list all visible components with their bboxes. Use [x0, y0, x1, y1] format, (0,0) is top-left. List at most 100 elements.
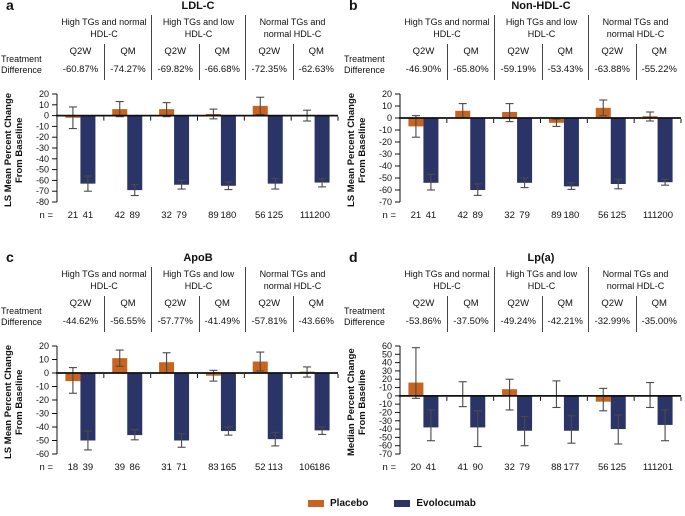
dose-label: Q2W [601, 298, 624, 309]
n-row-label: n = [383, 210, 397, 221]
dose-label: QM [292, 296, 340, 312]
dose-label: Q2W [164, 298, 187, 309]
y-tick-label: -20 [379, 137, 392, 147]
n-value: 89 [208, 210, 219, 221]
subgroup-label: High TGs and normal HDL-C [404, 269, 490, 291]
panel-a: a LDL-C High TGs and normal HDL-C Q2W QM -60.… [0, 0, 342, 245]
n-value: 20 [411, 462, 422, 473]
n-value: 200 [314, 210, 330, 221]
subgroup-1: High TGs and normal HDL-C Q2W QM -44.62% -56… [57, 267, 151, 332]
treatment-difference-value: -32.99% [594, 316, 630, 327]
treatment-difference-value: -69.82% [157, 64, 193, 75]
treatment-difference-label: Treatment Difference [1, 54, 42, 75]
legend-label-evolocumab: Evolocumab [416, 498, 476, 509]
n-value: 71 [176, 462, 187, 473]
n-value: 21 [68, 210, 79, 221]
n-value: 32 [504, 462, 515, 473]
subgroup-label: High TGs and low HDL-C [505, 17, 578, 39]
evolocumab-bar [314, 115, 330, 183]
y-tick-label: 50 [382, 349, 392, 359]
n-value: 180 [220, 210, 236, 221]
evolocumab-swatch [394, 500, 411, 507]
subgroup-label: High TGs and normal HDL-C [61, 17, 147, 39]
n-value: 79 [519, 462, 530, 473]
chart-area: 20 10 0 -10 -20 -30 -40 -50 -60 n = 18 39 39 86 31 71 83… [0, 334, 342, 487]
treatment-difference-value: -57.81% [251, 316, 287, 327]
evolocumab-bar [563, 118, 579, 187]
dose-label: Q2W [69, 298, 92, 309]
y-tick-label: 10 [382, 101, 392, 111]
y-tick-label: -50 [36, 165, 49, 175]
n-value: 39 [114, 462, 125, 473]
dose-label: Q2W [69, 46, 92, 57]
y-tick-label: 0 [44, 368, 49, 378]
subgroup-label: High TGs and normal HDL-C [61, 269, 147, 291]
panel-letter: c [6, 249, 14, 265]
dose-label: Q2W [412, 46, 435, 57]
n-value: 18 [68, 462, 79, 473]
y-tick-label: 20 [382, 374, 392, 384]
evolocumab-bar [657, 118, 673, 183]
dose-label: QM [635, 296, 683, 312]
y-tick-label: -40 [379, 161, 392, 171]
dose-grid: Q2W QM -60.87% -74.27% [57, 44, 151, 80]
placebo-swatch [308, 500, 324, 507]
evolocumab-bar [314, 373, 330, 431]
y-tick-label: -10 [36, 382, 49, 392]
y-tick-label: 0 [387, 391, 392, 401]
legend-item-placebo: Placebo [308, 498, 368, 509]
evolocumab-bar [127, 115, 143, 191]
y-tick-label: -70 [379, 197, 392, 207]
n-value: 56 [598, 462, 609, 473]
subgroup-3: Normal TGs and normal HDL-C Q2W QM -63.88% -… [588, 15, 682, 80]
y-tick-label: 60 [382, 341, 392, 351]
y-tick-label: -80 [36, 197, 49, 207]
treatment-difference-value: -37.50% [447, 312, 494, 332]
dose-grid: Q2W QM -57.77% -41.49% [152, 296, 245, 332]
legend-label-placebo: Placebo [330, 498, 369, 509]
subgroup-label: Normal TGs and normal HDL-C [259, 269, 326, 291]
subgroup-label: High TGs and normal HDL-C [404, 17, 490, 39]
evolocumab-bar [517, 118, 533, 183]
y-tick-label: -30 [36, 143, 49, 153]
subgroup-1: High TGs and normal HDL-C Q2W QM -46.90% -65… [400, 15, 494, 80]
y-tick-label: 10 [39, 355, 49, 365]
subgroup-3: Normal TGs and normal HDL-C Q2W QM -57.81% -… [245, 267, 339, 332]
y-tick-label: -30 [36, 409, 49, 419]
dose-label: Q2W [601, 46, 624, 57]
evolocumab-bar [470, 118, 486, 190]
treatment-difference-value: -66.68% [198, 60, 246, 80]
n-value: 32 [161, 210, 172, 221]
n-value: 111 [643, 210, 657, 221]
column-header: High TGs and normal HDL-C Q2W QM -53.86% -37… [400, 267, 682, 332]
n-value: 89 [129, 210, 140, 221]
dose-label: QM [104, 44, 151, 60]
treatment-difference-label: Treatment Difference [344, 306, 385, 327]
dose-grid: Q2W QM -63.88% -55.22% [589, 44, 682, 80]
n-value: 200 [657, 210, 673, 221]
subgroup-1: High TGs and normal HDL-C Q2W QM -53.86% -37… [400, 267, 494, 332]
evolocumab-bar [80, 115, 96, 184]
treatment-difference-value: -55.22% [635, 60, 683, 80]
n-value: 180 [563, 210, 579, 221]
y-tick-label: 20 [39, 89, 49, 99]
evolocumab-bar [174, 115, 190, 185]
treatment-difference-value: -43.66% [292, 312, 340, 332]
y-tick-label: -60 [36, 449, 49, 459]
dose-grid: Q2W QM -59.19% -53.43% [495, 44, 588, 80]
legend: Placebo Evolocumab [308, 498, 476, 509]
n-value: 89 [472, 210, 483, 221]
dose-label: QM [635, 44, 683, 60]
evolocumab-bar [267, 373, 283, 440]
treatment-difference-value: -72.35% [251, 64, 287, 75]
treatment-difference-value: -42.21% [541, 312, 589, 332]
chart-title: LDL-C [181, 0, 215, 12]
y-tick-label: -10 [36, 121, 49, 131]
evolocumab-bar [267, 115, 283, 184]
y-tick-label: -40 [36, 154, 49, 164]
treatment-difference-value: -49.24% [500, 316, 536, 327]
n-row-label: n = [40, 462, 54, 473]
n-value: 79 [519, 210, 530, 221]
